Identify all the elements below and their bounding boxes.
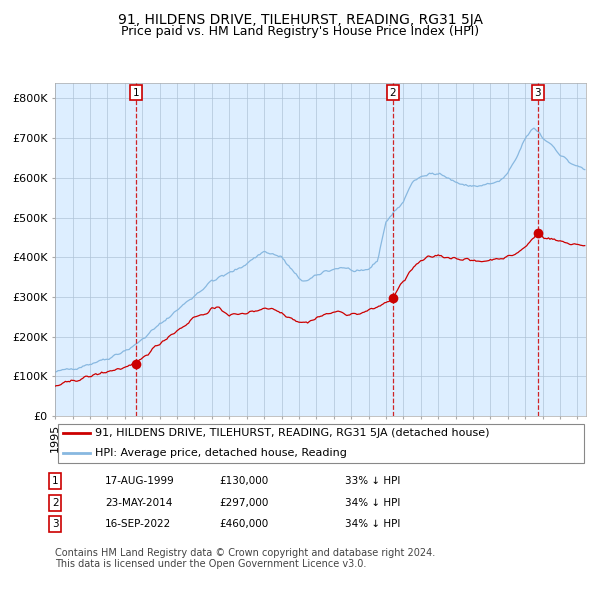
Text: 3: 3 bbox=[534, 87, 541, 97]
Text: 2: 2 bbox=[389, 87, 396, 97]
Text: 3: 3 bbox=[52, 519, 59, 529]
Text: 91, HILDENS DRIVE, TILEHURST, READING, RG31 5JA: 91, HILDENS DRIVE, TILEHURST, READING, R… bbox=[118, 13, 482, 27]
Text: 17-AUG-1999: 17-AUG-1999 bbox=[105, 476, 175, 486]
Text: Contains HM Land Registry data © Crown copyright and database right 2024.
This d: Contains HM Land Registry data © Crown c… bbox=[55, 548, 436, 569]
Text: 33% ↓ HPI: 33% ↓ HPI bbox=[345, 476, 400, 486]
Text: 1: 1 bbox=[52, 476, 59, 486]
Text: 2: 2 bbox=[52, 498, 59, 507]
Text: £130,000: £130,000 bbox=[219, 476, 268, 486]
Text: 34% ↓ HPI: 34% ↓ HPI bbox=[345, 519, 400, 529]
Text: HPI: Average price, detached house, Reading: HPI: Average price, detached house, Read… bbox=[95, 448, 347, 458]
FancyBboxPatch shape bbox=[58, 424, 584, 463]
Text: £297,000: £297,000 bbox=[219, 498, 268, 507]
Text: 1: 1 bbox=[133, 87, 139, 97]
Text: 23-MAY-2014: 23-MAY-2014 bbox=[105, 498, 172, 507]
Text: 91, HILDENS DRIVE, TILEHURST, READING, RG31 5JA (detached house): 91, HILDENS DRIVE, TILEHURST, READING, R… bbox=[95, 428, 490, 438]
Text: £460,000: £460,000 bbox=[219, 519, 268, 529]
Text: Price paid vs. HM Land Registry's House Price Index (HPI): Price paid vs. HM Land Registry's House … bbox=[121, 25, 479, 38]
Text: 16-SEP-2022: 16-SEP-2022 bbox=[105, 519, 171, 529]
Text: 34% ↓ HPI: 34% ↓ HPI bbox=[345, 498, 400, 507]
